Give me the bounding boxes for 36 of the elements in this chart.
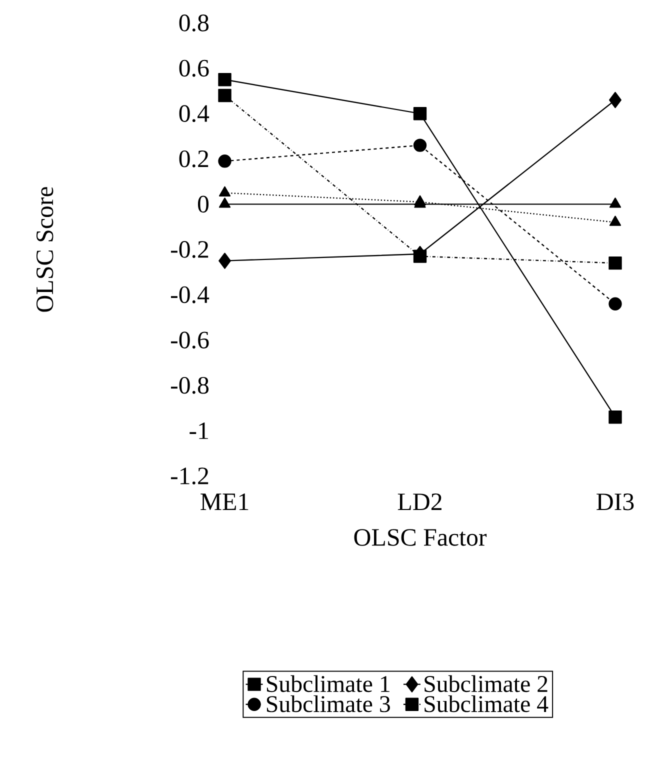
x-axis-title: OLSC Factor bbox=[354, 529, 487, 546]
y-tick-label: -0.6 bbox=[170, 332, 209, 349]
point bbox=[413, 138, 427, 152]
x-tick-label: DI3 bbox=[596, 494, 634, 510]
legend-label: Subclimate 3 bbox=[266, 695, 390, 712]
y-tick-label: -0.8 bbox=[170, 376, 209, 394]
point bbox=[218, 88, 232, 102]
legend-label: Subclimate 4 bbox=[424, 695, 548, 712]
x-tick-label: LD2 bbox=[398, 494, 442, 510]
legend-label: Subclimate 2 bbox=[424, 675, 548, 692]
point bbox=[608, 256, 622, 270]
point bbox=[414, 195, 426, 206]
y-tick-label: -0.2 bbox=[170, 241, 208, 258]
y-axis-title: OLSC Score bbox=[36, 187, 54, 312]
legend-label: Subclimate 1 bbox=[266, 675, 390, 692]
point bbox=[608, 410, 622, 424]
point bbox=[218, 198, 231, 208]
point bbox=[218, 73, 232, 86]
point bbox=[609, 216, 622, 226]
point bbox=[609, 198, 622, 208]
y-tick-label: 0.2 bbox=[179, 150, 208, 168]
y-tick-label: 0.8 bbox=[179, 14, 209, 32]
y-tick-label: -1.2 bbox=[170, 468, 208, 484]
y-tick-label: -1 bbox=[190, 422, 208, 439]
point bbox=[413, 250, 427, 263]
point bbox=[608, 297, 622, 310]
x-tick-label: ME1 bbox=[200, 494, 248, 510]
y-tick-label: 0.4 bbox=[179, 105, 210, 122]
point bbox=[218, 186, 231, 196]
y-tick-label: 0 bbox=[198, 196, 209, 213]
point bbox=[413, 107, 427, 120]
point bbox=[218, 252, 231, 269]
y-tick-label: -0.4 bbox=[170, 286, 210, 304]
point bbox=[218, 154, 232, 168]
y-tick-label: 0.6 bbox=[179, 60, 209, 77]
point bbox=[609, 92, 622, 108]
